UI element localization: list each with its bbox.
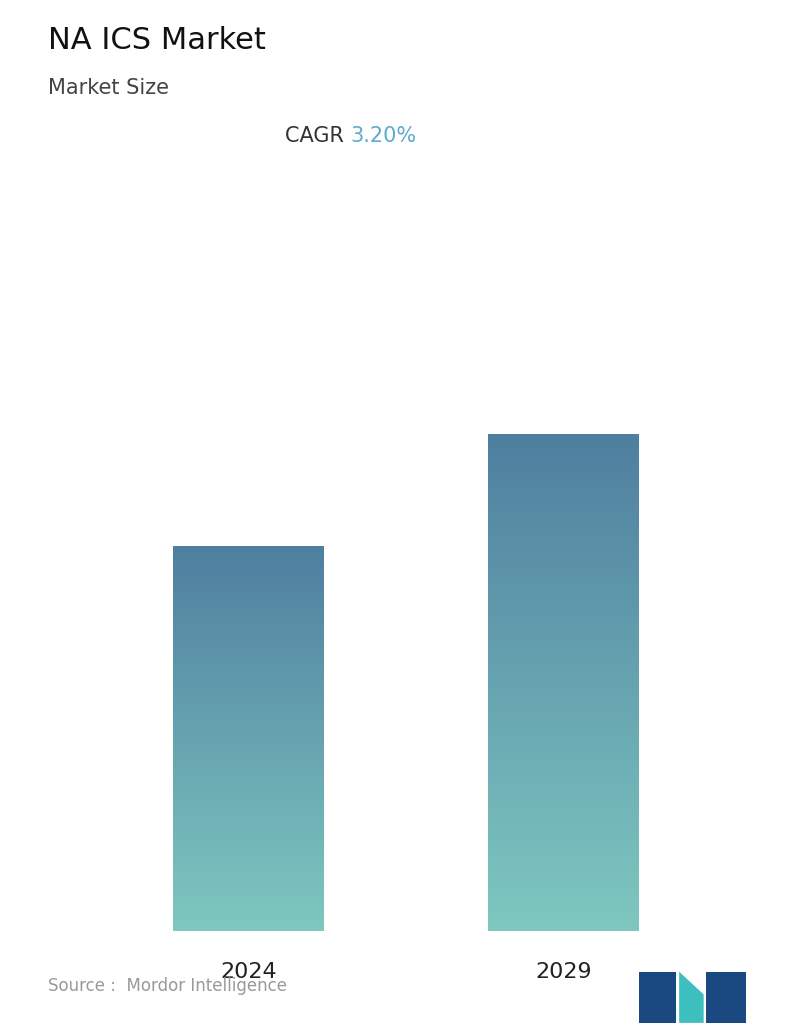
- Text: CAGR: CAGR: [285, 126, 350, 146]
- Polygon shape: [679, 972, 704, 1023]
- Text: 2029: 2029: [535, 962, 591, 981]
- Text: Source :  Mordor Intelligence: Source : Mordor Intelligence: [48, 977, 287, 995]
- Polygon shape: [706, 972, 746, 1023]
- Text: 2024: 2024: [220, 962, 277, 981]
- Text: Market Size: Market Size: [48, 78, 169, 97]
- Polygon shape: [639, 972, 676, 1023]
- Text: 3.20%: 3.20%: [350, 126, 416, 146]
- Text: NA ICS Market: NA ICS Market: [48, 26, 266, 55]
